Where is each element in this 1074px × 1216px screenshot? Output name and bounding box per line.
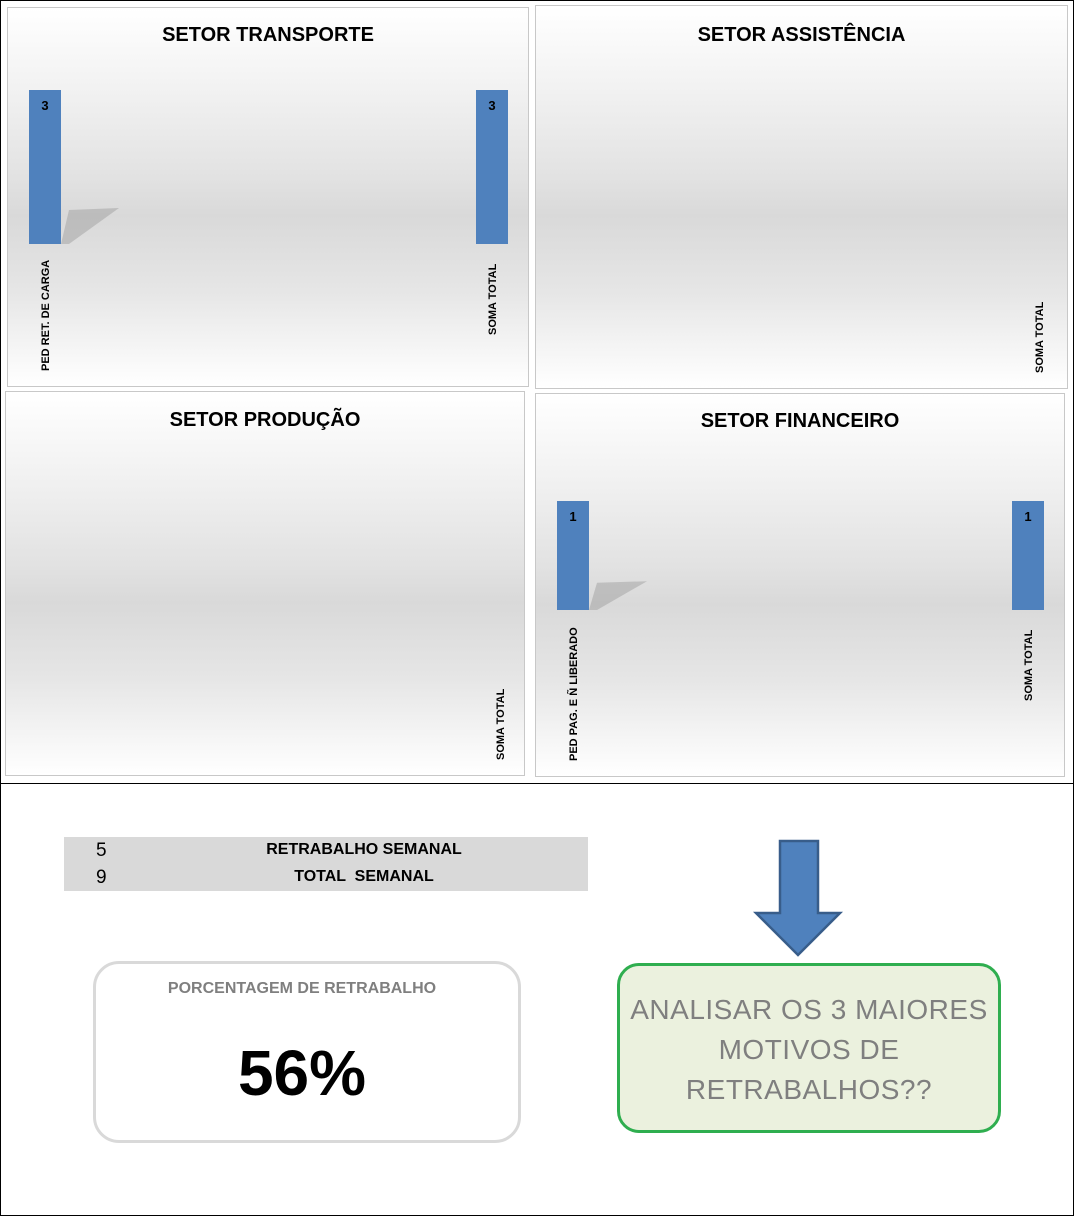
chart-setor-financeiro: SETOR FINANCEIRO 1 PED PAG. E Ñ LIBERADO 1…	[535, 393, 1065, 777]
bar-value-label: 1	[569, 509, 576, 524]
category-label: SOMA TOTAL	[1023, 629, 1035, 701]
category-label: SOMA TOTAL	[1034, 301, 1046, 373]
summary-row-total: 9 TOTAL SEMANAL	[64, 864, 588, 891]
chart-setor-producao: SETOR PRODUÇÃO SOMA TOTAL	[5, 391, 525, 776]
rework-percentage-card: PORCENTAGEM DE RETRABALHO 56%	[93, 961, 521, 1143]
action-callout: ANALISAR OS 3 MAIORES MOTIVOS DE RETRABA…	[617, 963, 1001, 1133]
percentage-value: 56%	[237, 1037, 367, 1109]
bar-value-label: 3	[488, 98, 495, 113]
bar-ped-ret-de-carga	[29, 90, 61, 244]
summary-row-rework: 5 RETRABALHO SEMANAL	[64, 837, 588, 864]
rework-label: RETRABALHO SEMANAL	[266, 841, 462, 858]
rework-count: 5	[96, 840, 107, 861]
weekly-summary-table: 5 RETRABALHO SEMANAL 9 TOTAL SEMANAL	[64, 837, 588, 891]
chart-plot: SOMA TOTAL	[495, 688, 507, 760]
bar-value-label: 3	[41, 98, 48, 113]
category-label: PED PAG. E Ñ LIBERADO	[567, 627, 580, 761]
total-label: TOTAL SEMANAL	[294, 868, 434, 885]
category-label: SOMA TOTAL	[495, 688, 507, 760]
chart-plot: SOMA TOTAL	[1034, 301, 1046, 373]
bar-ped-pag-e-liberado	[557, 501, 589, 610]
bar-shadow	[589, 581, 647, 610]
chart-title: SETOR ASSISTÊNCIA	[697, 24, 906, 46]
percentage-label: PORCENTAGEM DE RETRABALHO	[167, 980, 437, 997]
chart-setor-transporte: SETOR TRANSPORTE 3 PED RET. DE CARGA 3 SOMA…	[7, 7, 529, 387]
section-divider	[0, 783, 1074, 784]
chart-title: SETOR TRANSPORTE	[162, 24, 374, 46]
chart-title: SETOR PRODUÇÃO	[169, 409, 361, 431]
bar-value-label: 1	[1024, 509, 1031, 524]
chart-plot: 3 PED RET. DE CARGA 3 SOMA TOTAL	[29, 90, 508, 371]
chart-plot: 1 PED PAG. E Ñ LIBERADO 1 SOMA TOTAL	[557, 501, 1044, 761]
bar-shadow	[61, 208, 119, 244]
down-arrow-icon	[752, 839, 844, 957]
bar-soma-total	[476, 90, 508, 244]
action-text: ANALISAR OS 3 MAIORES MOTIVOS DE RETRABA…	[630, 994, 988, 1105]
category-label: SOMA TOTAL	[487, 263, 499, 335]
total-count: 9	[96, 867, 107, 888]
chart-title: SETOR FINANCEIRO	[700, 410, 900, 432]
bar-soma-total	[1012, 501, 1044, 610]
chart-setor-assistencia: SETOR ASSISTÊNCIA SOMA TOTAL	[535, 5, 1068, 389]
category-label: PED RET. DE CARGA	[40, 260, 52, 371]
